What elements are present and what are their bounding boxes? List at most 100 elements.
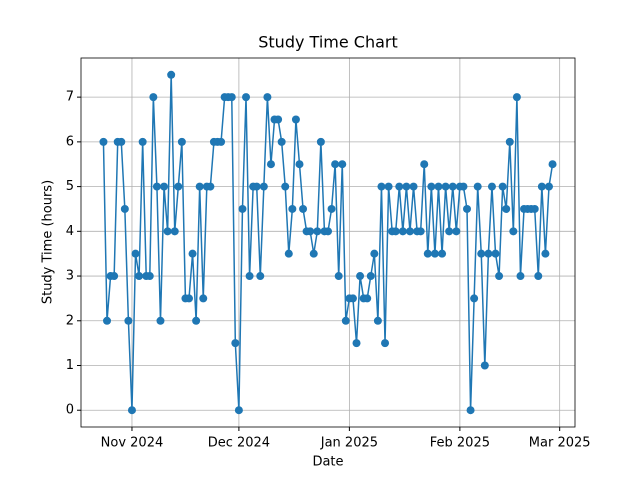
y-tick-label: 3 <box>66 269 74 284</box>
point <box>405 227 414 236</box>
x-axis-label: Date <box>312 455 343 470</box>
point <box>445 227 454 236</box>
point <box>192 316 201 325</box>
point <box>338 160 347 169</box>
point <box>242 93 251 102</box>
point <box>370 249 379 258</box>
point <box>227 93 236 102</box>
point <box>427 182 436 191</box>
point <box>548 160 557 169</box>
y-tick-label: 7 <box>66 90 74 105</box>
point <box>117 137 126 146</box>
y-tick-label: 2 <box>66 313 74 328</box>
point <box>252 182 261 191</box>
point <box>495 272 504 281</box>
point <box>452 227 461 236</box>
point <box>331 160 340 169</box>
y-axis-label: Study Time (hours) <box>41 180 56 304</box>
y-tick-label: 6 <box>66 134 74 149</box>
line <box>102 74 554 411</box>
point <box>438 249 447 258</box>
point <box>448 182 457 191</box>
y-tick-label: 0 <box>66 403 74 418</box>
point <box>188 249 197 258</box>
point <box>377 182 386 191</box>
point <box>420 160 429 169</box>
point <box>334 272 343 281</box>
point <box>99 137 108 146</box>
point <box>199 294 208 303</box>
point <box>352 339 361 348</box>
x-tick-label: Nov 2024 <box>101 436 164 451</box>
point <box>430 249 439 258</box>
point <box>152 182 161 191</box>
point <box>288 204 297 213</box>
point <box>160 182 169 191</box>
point <box>295 160 304 169</box>
point <box>127 406 136 415</box>
point <box>138 137 147 146</box>
point <box>409 182 418 191</box>
point <box>477 249 486 258</box>
point <box>274 115 283 124</box>
point <box>498 182 507 191</box>
point <box>484 249 493 258</box>
point <box>238 204 247 213</box>
point <box>284 249 293 258</box>
point <box>306 227 315 236</box>
x-tick-label: Jan 2025 <box>320 436 378 451</box>
point <box>174 182 183 191</box>
y-tick-label: 1 <box>66 358 74 373</box>
point <box>509 227 518 236</box>
point <box>505 137 514 146</box>
point <box>149 93 158 102</box>
point <box>459 182 468 191</box>
point <box>299 204 308 213</box>
point <box>124 316 133 325</box>
point <box>512 93 521 102</box>
point <box>177 137 186 146</box>
point <box>245 272 254 281</box>
point <box>120 204 129 213</box>
x-tick-label: Feb 2025 <box>430 436 490 451</box>
point <box>316 137 325 146</box>
point <box>366 272 375 281</box>
point <box>217 137 226 146</box>
point <box>534 272 543 281</box>
point <box>234 406 243 415</box>
point <box>466 406 475 415</box>
point <box>131 249 140 258</box>
point <box>341 316 350 325</box>
point <box>256 272 265 281</box>
point <box>470 294 479 303</box>
point <box>348 294 357 303</box>
point <box>491 249 500 258</box>
point <box>163 227 172 236</box>
point <box>384 182 393 191</box>
point <box>110 272 119 281</box>
point <box>356 272 365 281</box>
point <box>206 182 215 191</box>
point <box>398 227 407 236</box>
point <box>327 204 336 213</box>
chart-title: Study Time Chart <box>258 33 398 52</box>
point <box>395 182 404 191</box>
x-tick-label: Mar 2025 <box>529 436 591 451</box>
y-tick-label: 5 <box>66 179 74 194</box>
y-tick-label: 4 <box>66 224 74 239</box>
point <box>281 182 290 191</box>
point <box>373 316 382 325</box>
point <box>309 249 318 258</box>
point <box>313 227 322 236</box>
plot-frame <box>80 57 576 428</box>
point <box>363 294 372 303</box>
point <box>195 182 204 191</box>
point <box>434 182 443 191</box>
point <box>103 316 112 325</box>
point <box>259 182 268 191</box>
point <box>402 182 411 191</box>
point <box>537 182 546 191</box>
point <box>463 204 472 213</box>
x-tick-label: Dec 2024 <box>208 436 270 451</box>
